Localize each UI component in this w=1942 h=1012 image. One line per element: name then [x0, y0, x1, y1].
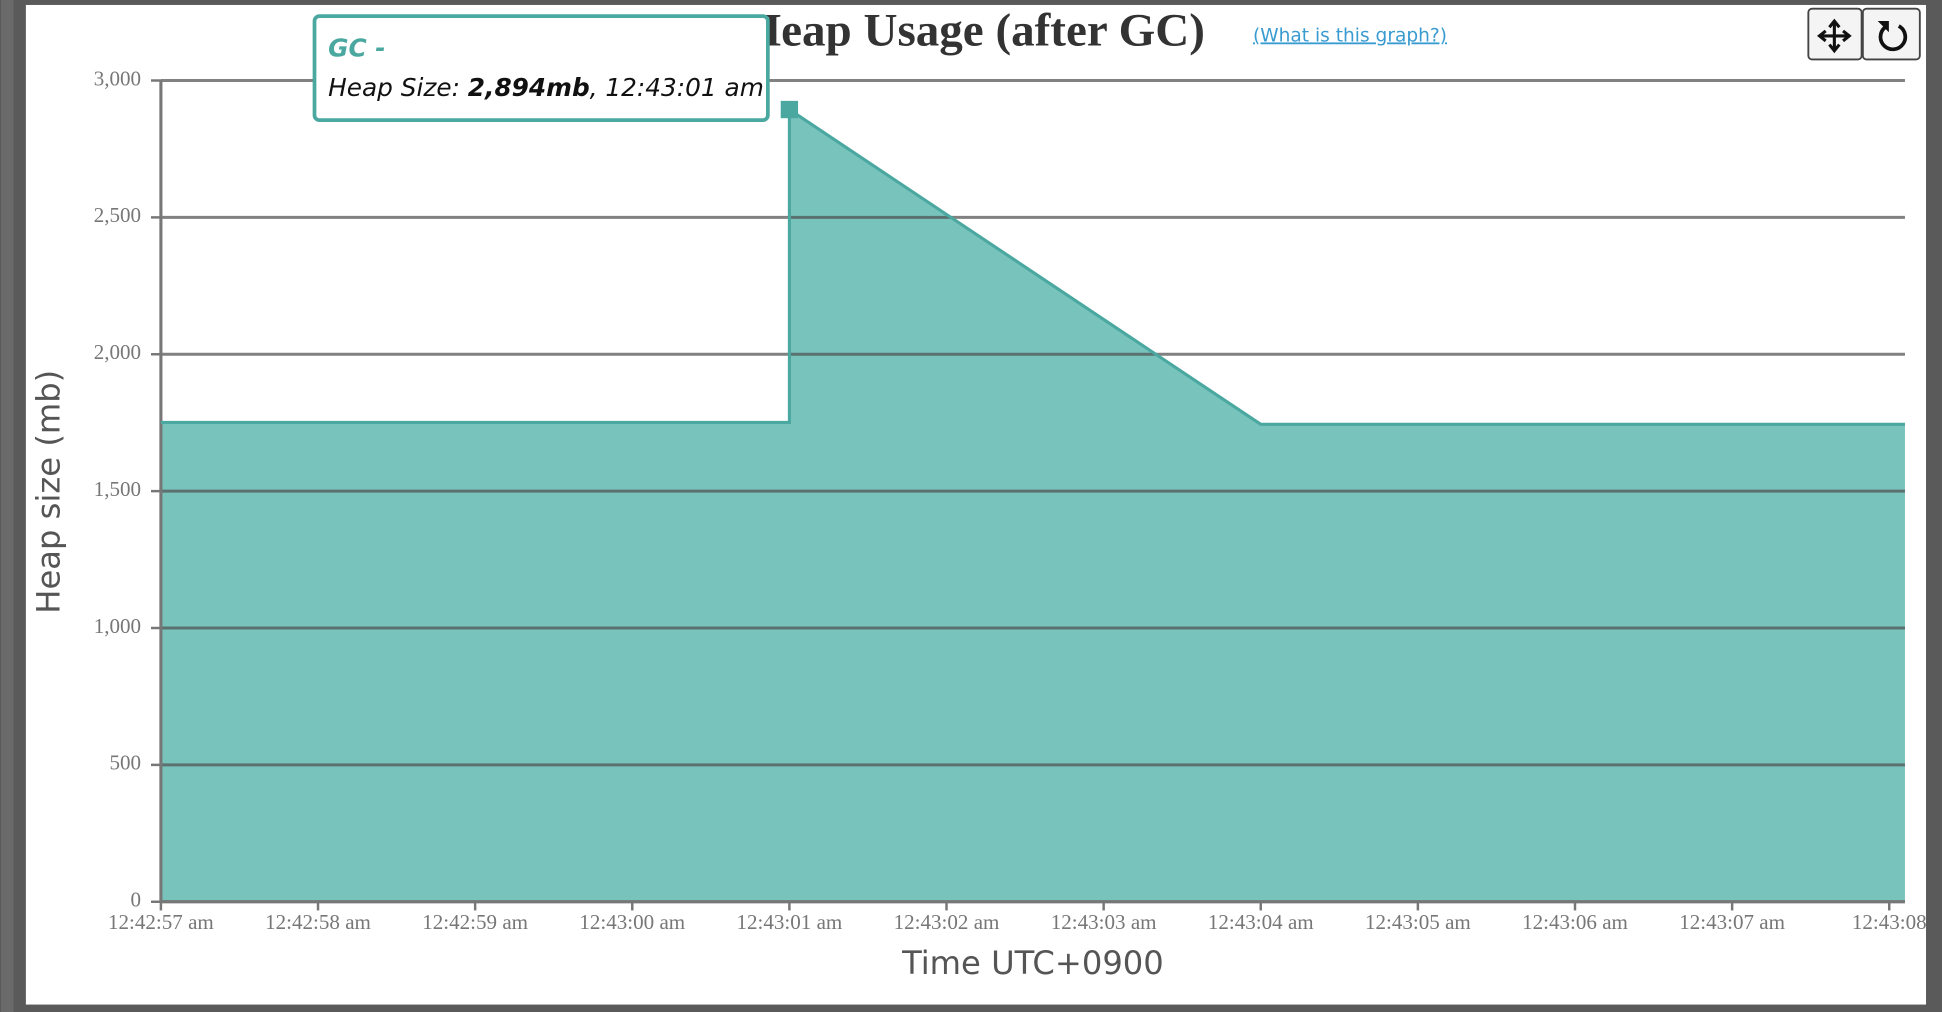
help-link[interactable]: (What is this graph?): [1253, 25, 1447, 46]
button-frame: [1861, 7, 1921, 61]
y-tick-label: 2,000: [94, 340, 141, 364]
tooltip-time: , 12:43:01 am: [590, 73, 764, 102]
x-axis-label: Time UTC+0900: [901, 944, 1164, 982]
reset-button[interactable]: [1861, 7, 1921, 61]
x-tick-label: 12:43:05 am: [1365, 910, 1471, 934]
chart-title: Heap Usage (after GC): [745, 4, 1205, 56]
y-tick-label: 0: [131, 888, 142, 912]
y-axis-label: Heap size (mb): [30, 370, 68, 614]
tooltip-label: Heap Size:: [328, 73, 468, 102]
tooltip-box: [312, 14, 770, 123]
y-tick-label: 2,500: [94, 203, 141, 227]
x-tick-label: 12:42:57 am: [108, 910, 214, 934]
tooltip: GC - Heap Size: 2,894mb, 12:43:01 am: [312, 14, 770, 123]
pan-button[interactable]: [1807, 7, 1863, 61]
x-tick-label: 12:42:59 am: [422, 910, 528, 934]
tooltip-title: GC -: [328, 34, 385, 63]
y-tick-label: 1,000: [94, 614, 141, 638]
x-tick-label: 12:43:01 am: [736, 910, 842, 934]
x-tick-label: 12:43:08: [1852, 910, 1927, 934]
x-tick-label: 12:43:02 am: [894, 910, 1000, 934]
x-tick-label: 12:43:00 am: [579, 910, 685, 934]
y-tick-label: 1,500: [94, 477, 141, 501]
x-tick-label: 12:43:03 am: [1051, 910, 1157, 934]
x-tick-label: 12:43:07 am: [1679, 910, 1785, 934]
tooltip-value: 2,894mb: [468, 73, 590, 102]
frame-left: [1, 0, 14, 1012]
hover-marker: [780, 100, 799, 119]
tooltip-text: Heap Size: 2,894mb, 12:43:01 am: [328, 73, 764, 102]
x-tick-label: 12:43:06 am: [1522, 910, 1628, 934]
pan-icon: [1817, 18, 1852, 54]
area-fill: [160, 109, 1905, 902]
y-tick-label: 3,000: [94, 66, 141, 90]
reset-icon: [1878, 24, 1908, 52]
x-tick-label: 12:43:04 am: [1208, 910, 1314, 934]
x-tick-label: 12:42:58 am: [265, 910, 371, 934]
y-tick-label: 500: [110, 751, 142, 775]
